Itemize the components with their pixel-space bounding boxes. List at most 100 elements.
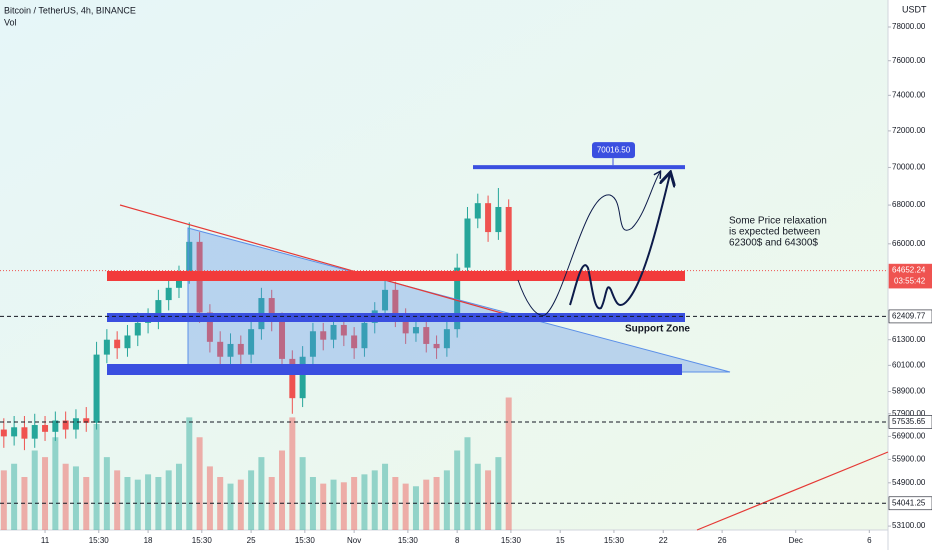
candle-body bbox=[237, 343, 244, 355]
y-tick-label: 56900.00 bbox=[892, 431, 926, 440]
volume-bar bbox=[320, 483, 327, 530]
volume-bar bbox=[165, 470, 172, 530]
volume-bar bbox=[0, 470, 7, 530]
candle-body bbox=[93, 354, 100, 423]
y-tick-label: 57900.00 bbox=[892, 409, 926, 418]
trend-line bbox=[696, 451, 889, 531]
support-label: Support Zone bbox=[625, 324, 690, 335]
x-tick-label: 6 bbox=[867, 536, 872, 545]
candle-body bbox=[186, 241, 193, 276]
price-label-box bbox=[888, 496, 932, 511]
volume-bar bbox=[31, 450, 38, 530]
candle-body bbox=[351, 335, 358, 349]
candle-body bbox=[124, 335, 131, 349]
candle-body bbox=[443, 329, 450, 349]
x-tick-label: 8 bbox=[455, 536, 460, 545]
price-label: 64652.24 bbox=[892, 266, 926, 275]
volume-bar bbox=[155, 477, 162, 530]
volume-bar bbox=[103, 457, 110, 530]
trend-line bbox=[119, 204, 513, 317]
volume-bar bbox=[268, 477, 275, 530]
volume-label: Vol bbox=[4, 17, 17, 27]
candle-body bbox=[340, 324, 347, 336]
x-tick-label: 25 bbox=[247, 536, 256, 545]
candle-body bbox=[495, 206, 502, 233]
volume-bar bbox=[289, 417, 296, 530]
volume-bar bbox=[474, 463, 481, 530]
volume-bar bbox=[42, 457, 49, 530]
price-label-box bbox=[888, 415, 932, 429]
y-tick-label: 68000.00 bbox=[892, 200, 926, 209]
candle-body bbox=[217, 341, 224, 357]
candle-body bbox=[83, 418, 90, 423]
volume-bar bbox=[206, 466, 213, 530]
candle-body bbox=[11, 427, 18, 437]
candle-body bbox=[320, 331, 327, 340]
x-tick-label: 15:30 bbox=[295, 536, 316, 545]
chart-title: Bitcoin / TetherUS, 4h, BINANCE bbox=[4, 5, 136, 15]
volume-bar bbox=[361, 474, 368, 530]
volume-bar bbox=[309, 477, 316, 530]
x-tick-label: 18 bbox=[144, 536, 153, 545]
candle-body bbox=[464, 218, 471, 268]
axes-layer: 78000.00 76000.00 74000.00 72000.00 70000.00… bbox=[0, 22, 932, 545]
x-tick-label: Nov bbox=[347, 536, 361, 545]
y-tick-label: 76000.00 bbox=[892, 56, 926, 65]
x-tick-label: 22 bbox=[659, 536, 668, 545]
volume-bar bbox=[495, 457, 502, 530]
annotation-text: 62300$ and 64300$ bbox=[729, 238, 818, 249]
candle-body bbox=[361, 322, 368, 349]
volume-bar bbox=[196, 437, 203, 530]
candle-body bbox=[505, 206, 512, 271]
volume-bar bbox=[62, 463, 69, 530]
candle-body bbox=[206, 312, 213, 342]
candle-body bbox=[21, 427, 28, 439]
plot-background bbox=[0, 0, 888, 530]
volume-bar bbox=[485, 470, 492, 530]
volume-bar bbox=[93, 424, 100, 530]
price-label-box bbox=[888, 309, 932, 324]
candle-body bbox=[402, 316, 409, 334]
volume-bar bbox=[402, 483, 409, 530]
volume-bar bbox=[114, 470, 121, 530]
volume-bar bbox=[52, 437, 59, 530]
y-tick-label: 74000.00 bbox=[892, 90, 926, 99]
candle-body bbox=[474, 203, 481, 219]
y-tick-label: 55900.00 bbox=[892, 454, 926, 463]
candle-body bbox=[62, 420, 69, 430]
price-label: 62409.77 bbox=[892, 312, 926, 321]
y-tick-label: 60100.00 bbox=[892, 360, 926, 369]
volume-bar bbox=[464, 437, 471, 530]
volume-bar bbox=[11, 463, 18, 530]
annotation-text: Some Price relaxation bbox=[729, 216, 827, 227]
candle-body bbox=[42, 425, 49, 432]
candle-body bbox=[279, 320, 286, 359]
volume-bar bbox=[72, 466, 79, 530]
volume-bar bbox=[186, 417, 193, 530]
volume-bar bbox=[505, 397, 512, 530]
volume-bar bbox=[423, 479, 430, 530]
volume-bar bbox=[258, 457, 265, 530]
projection-arrow bbox=[517, 172, 660, 316]
candle-body bbox=[433, 343, 440, 349]
y-tick-label: 58900.00 bbox=[892, 387, 926, 396]
candle-body bbox=[227, 343, 234, 357]
volume-bar bbox=[371, 470, 378, 530]
volume-bar bbox=[279, 450, 286, 530]
x-tick-label: 26 bbox=[718, 536, 727, 545]
volume-bar bbox=[237, 479, 244, 530]
y-tick-label: 70000.00 bbox=[892, 163, 926, 172]
countdown-label: 03:55:42 bbox=[894, 277, 926, 286]
volume-bar bbox=[382, 463, 389, 530]
x-tick-label: 15:30 bbox=[501, 536, 522, 545]
candle-body bbox=[330, 324, 337, 340]
price-label: 57535.65 bbox=[892, 417, 926, 426]
price-label: 54041.25 bbox=[892, 498, 926, 507]
drawings: Some Price relaxation is expected betwee… bbox=[107, 172, 889, 531]
candle-body bbox=[165, 287, 172, 301]
candle-body bbox=[485, 203, 492, 233]
support-zone bbox=[107, 313, 685, 322]
candle-body bbox=[454, 267, 461, 330]
